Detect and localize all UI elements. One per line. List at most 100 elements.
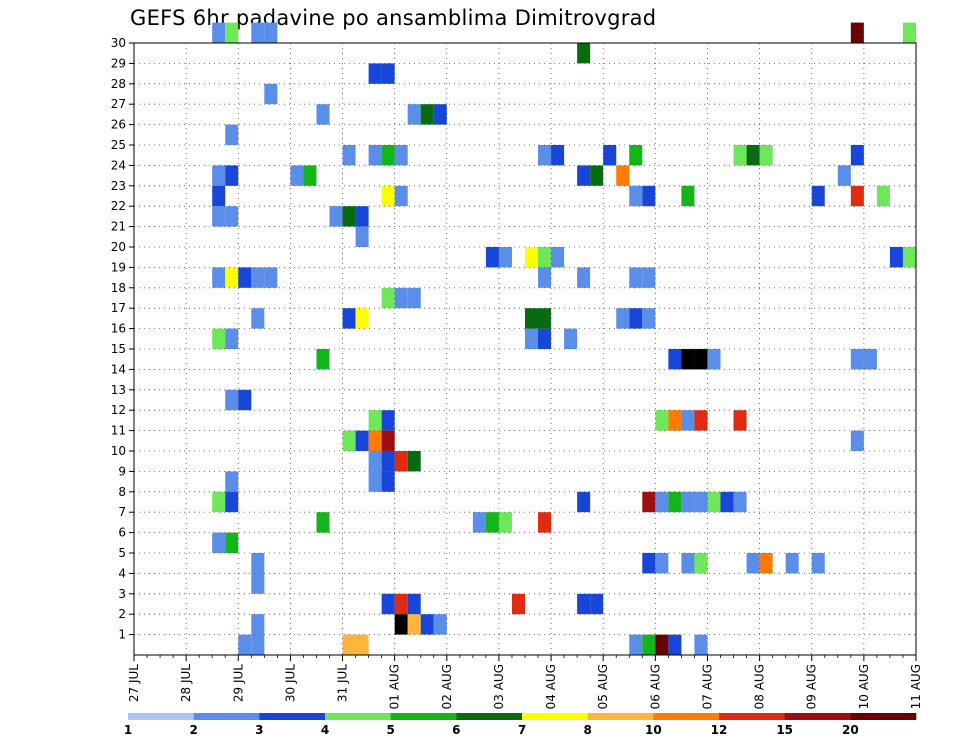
precip-cell bbox=[525, 328, 539, 349]
legend-label: 10 bbox=[645, 723, 662, 737]
precip-cell bbox=[538, 247, 552, 268]
precip-cell bbox=[212, 532, 226, 553]
y-tick-label: 6 bbox=[118, 526, 126, 540]
y-tick-label: 5 bbox=[118, 546, 126, 560]
precip-cell bbox=[511, 593, 525, 615]
precip-cell bbox=[342, 430, 356, 451]
precip-cell bbox=[381, 287, 395, 309]
y-tick-label: 27 bbox=[111, 97, 126, 111]
precip-cell bbox=[251, 22, 265, 43]
precip-cell bbox=[629, 267, 643, 288]
precip-cell bbox=[381, 410, 395, 431]
precip-cell bbox=[655, 553, 669, 574]
legend-swatch bbox=[259, 713, 326, 720]
precip-cell bbox=[485, 247, 499, 268]
precip-cell bbox=[290, 165, 304, 186]
precip-cell bbox=[342, 308, 356, 329]
precip-cell bbox=[629, 634, 643, 655]
precip-cell bbox=[577, 491, 591, 513]
precip-cell bbox=[407, 104, 421, 125]
precip-cell bbox=[603, 145, 617, 166]
precip-cell bbox=[668, 349, 682, 370]
y-tick-label: 17 bbox=[111, 301, 126, 315]
y-tick-label: 22 bbox=[111, 199, 126, 213]
precip-cell bbox=[394, 145, 408, 166]
y-tick-label: 28 bbox=[111, 77, 126, 91]
y-tick-label: 4 bbox=[118, 566, 126, 580]
precip-cell bbox=[329, 206, 343, 227]
precip-cell bbox=[681, 410, 695, 431]
legend-label: 2 bbox=[189, 723, 197, 737]
precip-cell bbox=[225, 206, 239, 227]
precip-cell bbox=[811, 553, 825, 574]
precip-cell bbox=[225, 22, 239, 43]
precip-cell bbox=[316, 349, 330, 370]
precip-cell bbox=[368, 63, 382, 84]
precip-cell bbox=[212, 491, 226, 513]
precip-cell bbox=[381, 593, 395, 615]
precip-cell bbox=[694, 634, 708, 655]
x-tick-label: 30 JUL bbox=[283, 664, 297, 702]
precip-cell bbox=[707, 491, 721, 513]
precip-cell bbox=[837, 165, 851, 186]
precip-cell bbox=[225, 328, 239, 349]
precip-cell bbox=[264, 83, 278, 105]
precip-cell bbox=[876, 185, 890, 207]
precip-cell bbox=[381, 471, 395, 492]
y-tick-label: 20 bbox=[111, 240, 126, 254]
precip-cell bbox=[225, 124, 239, 145]
y-tick-label: 15 bbox=[111, 342, 126, 356]
precip-cell bbox=[212, 328, 226, 349]
precip-cell bbox=[264, 267, 278, 288]
y-tick-label: 9 bbox=[118, 464, 126, 478]
precip-cell bbox=[538, 512, 552, 533]
precip-cell bbox=[538, 328, 552, 349]
precip-cell bbox=[212, 185, 226, 207]
precip-cell bbox=[342, 206, 356, 227]
precip-cell bbox=[694, 491, 708, 513]
legend-label: 15 bbox=[776, 723, 793, 737]
precip-cell bbox=[577, 267, 591, 288]
cells-layer bbox=[212, 22, 916, 655]
y-tick-label: 12 bbox=[111, 403, 126, 417]
y-tick-label: 2 bbox=[118, 607, 126, 621]
precip-cell bbox=[642, 185, 656, 207]
y-tick-label: 30 bbox=[111, 36, 126, 50]
legend-swatch bbox=[522, 713, 588, 720]
precip-cell bbox=[251, 553, 265, 574]
precip-cell bbox=[655, 634, 669, 655]
legend-swatch bbox=[390, 713, 457, 720]
precip-cell bbox=[316, 512, 330, 533]
precip-cell bbox=[238, 389, 252, 411]
precip-cell bbox=[850, 349, 864, 370]
legend-swatch bbox=[850, 713, 917, 720]
x-tick-label: 10 AUG bbox=[857, 664, 871, 709]
y-tick-label: 8 bbox=[118, 485, 126, 499]
precip-cell bbox=[746, 145, 760, 166]
precip-cell bbox=[850, 22, 864, 43]
precip-cell bbox=[355, 226, 369, 247]
precip-cell bbox=[225, 471, 239, 492]
x-tick-label: 06 AUG bbox=[648, 664, 662, 709]
precip-cell bbox=[420, 104, 434, 125]
precip-cell bbox=[629, 185, 643, 207]
precip-cell bbox=[355, 430, 369, 451]
precip-cell bbox=[394, 614, 408, 635]
precip-cell bbox=[525, 247, 539, 268]
precip-cell bbox=[707, 349, 721, 370]
y-tick-label: 14 bbox=[111, 362, 126, 376]
y-tick-label: 10 bbox=[111, 444, 126, 458]
x-tick-label: 31 JUL bbox=[336, 664, 350, 702]
precip-cell bbox=[889, 247, 903, 268]
precip-cell bbox=[381, 185, 395, 207]
precip-cell bbox=[498, 512, 512, 533]
precip-cell bbox=[381, 145, 395, 166]
x-tick-label: 08 AUG bbox=[753, 664, 767, 709]
precip-cell bbox=[785, 553, 799, 574]
precip-cell bbox=[394, 185, 408, 207]
precip-cell bbox=[225, 165, 239, 186]
legend-label: 7 bbox=[518, 723, 526, 737]
precip-cell bbox=[681, 185, 695, 207]
precip-cell bbox=[850, 185, 864, 207]
legend-swatch bbox=[719, 713, 785, 720]
